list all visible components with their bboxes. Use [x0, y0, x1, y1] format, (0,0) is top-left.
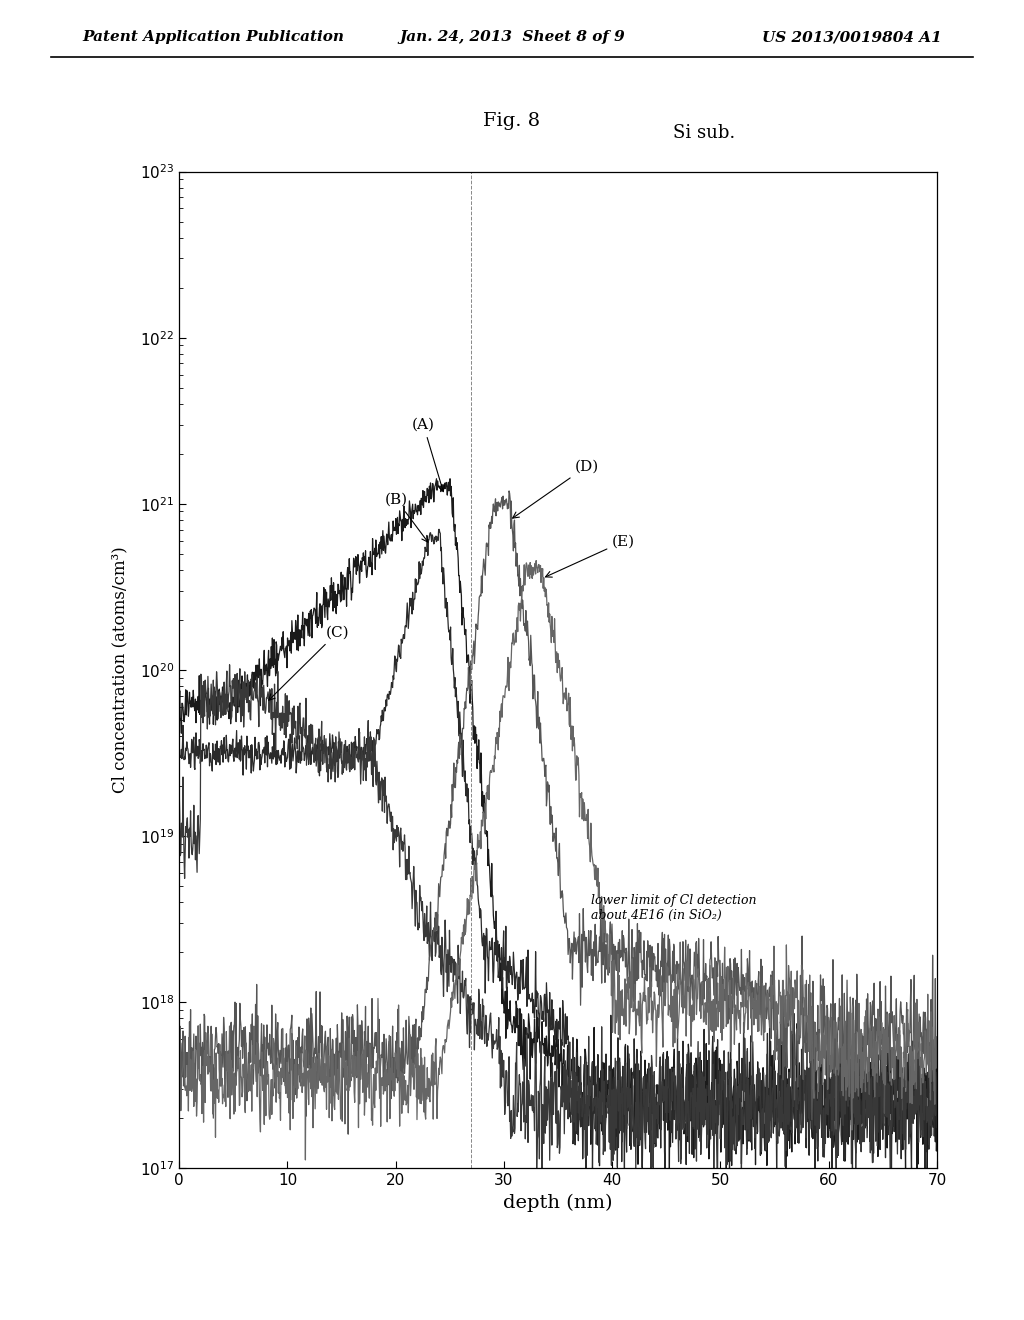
Text: (B): (B) [385, 492, 428, 543]
Y-axis label: Cl concentration (atoms/cm³): Cl concentration (atoms/cm³) [112, 546, 129, 793]
Text: Fig. 8: Fig. 8 [483, 112, 541, 131]
Text: (E): (E) [546, 535, 635, 577]
Text: Si sub.: Si sub. [673, 124, 735, 141]
Text: (D): (D) [513, 459, 599, 519]
Text: Jan. 24, 2013  Sheet 8 of 9: Jan. 24, 2013 Sheet 8 of 9 [399, 30, 625, 45]
Text: US 2013/0019804 A1: US 2013/0019804 A1 [762, 30, 942, 45]
Text: lower limit of Cl detection
about 4E16 (in SiO₂): lower limit of Cl detection about 4E16 (… [591, 894, 756, 923]
X-axis label: depth (nm): depth (nm) [504, 1193, 612, 1212]
Text: (A): (A) [412, 418, 444, 491]
Text: Patent Application Publication: Patent Application Publication [82, 30, 344, 45]
Text: (C): (C) [268, 626, 349, 701]
